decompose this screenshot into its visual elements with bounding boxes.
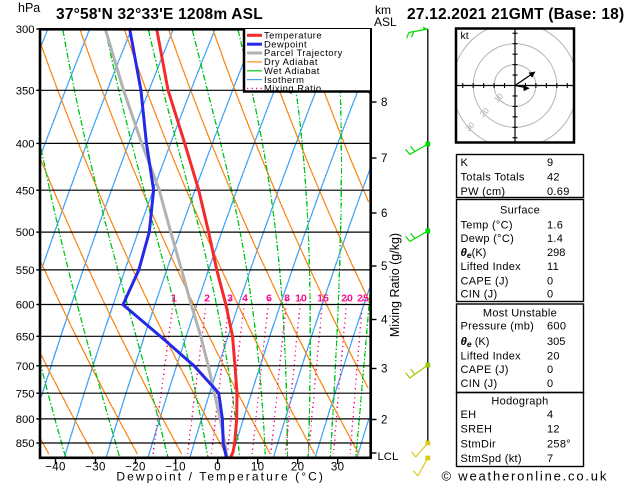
svg-text:6: 6 bbox=[381, 208, 387, 220]
svg-text:−10: −10 bbox=[165, 461, 186, 473]
svg-text:5: 5 bbox=[381, 261, 387, 273]
svg-text:8: 8 bbox=[381, 97, 387, 109]
svg-text:37°58'N 32°33'E 1208m ASL: 37°58'N 32°33'E 1208m ASL bbox=[56, 6, 263, 23]
svg-text:500: 500 bbox=[16, 227, 35, 239]
svg-text:600: 600 bbox=[16, 300, 35, 312]
svg-text:15: 15 bbox=[317, 293, 329, 305]
svg-text:Isotherm: Isotherm bbox=[264, 74, 304, 85]
svg-text:0: 0 bbox=[547, 289, 553, 301]
svg-text:θe(K): θe(K) bbox=[461, 247, 487, 260]
svg-text:8: 8 bbox=[284, 293, 290, 305]
svg-text:27.12.2021 21GMT (Base: 18): 27.12.2021 21GMT (Base: 18) bbox=[407, 6, 624, 23]
svg-text:EH: EH bbox=[461, 409, 477, 421]
svg-text:1: 1 bbox=[171, 293, 177, 305]
svg-text:−30: −30 bbox=[85, 461, 106, 473]
svg-text:© weatheronline.co.uk: © weatheronline.co.uk bbox=[442, 469, 609, 484]
svg-text:850: 850 bbox=[16, 438, 35, 450]
svg-text:Surface: Surface bbox=[500, 205, 540, 217]
svg-text:hPa: hPa bbox=[18, 1, 40, 15]
svg-text:750: 750 bbox=[16, 388, 35, 400]
svg-text:1.4: 1.4 bbox=[547, 233, 563, 245]
svg-text:20: 20 bbox=[291, 461, 305, 473]
svg-text:2: 2 bbox=[204, 293, 210, 305]
svg-text:4: 4 bbox=[242, 293, 248, 305]
svg-text:7: 7 bbox=[547, 453, 553, 465]
svg-text:Wet Adiabat: Wet Adiabat bbox=[264, 65, 320, 76]
svg-text:−40: −40 bbox=[45, 461, 66, 473]
svg-text:650: 650 bbox=[16, 331, 35, 343]
svg-text:42: 42 bbox=[547, 172, 560, 184]
svg-text:0: 0 bbox=[214, 461, 221, 473]
svg-text:300: 300 bbox=[16, 24, 35, 36]
svg-text:LCL: LCL bbox=[378, 451, 399, 463]
svg-text:3: 3 bbox=[381, 364, 387, 376]
svg-text:K: K bbox=[461, 157, 469, 169]
svg-text:258°: 258° bbox=[547, 439, 571, 451]
svg-text:CAPE (J): CAPE (J) bbox=[461, 275, 509, 287]
svg-text:PW (cm): PW (cm) bbox=[461, 186, 506, 198]
svg-text:Totals Totals: Totals Totals bbox=[461, 172, 525, 184]
svg-text:Dewp (°C): Dewp (°C) bbox=[461, 233, 515, 245]
svg-text:0: 0 bbox=[547, 275, 553, 287]
svg-text:CIN (J): CIN (J) bbox=[461, 378, 498, 390]
svg-text:0: 0 bbox=[547, 364, 553, 376]
svg-text:CIN (J): CIN (J) bbox=[461, 289, 498, 301]
svg-text:6: 6 bbox=[266, 293, 272, 305]
svg-text:20: 20 bbox=[341, 293, 353, 305]
svg-text:30: 30 bbox=[331, 461, 345, 473]
svg-text:10: 10 bbox=[295, 293, 307, 305]
svg-text:CAPE (J): CAPE (J) bbox=[461, 364, 509, 376]
svg-text:kt: kt bbox=[461, 30, 469, 42]
svg-text:298: 298 bbox=[547, 247, 565, 259]
svg-text:305: 305 bbox=[547, 336, 565, 348]
svg-text:Lifted Index: Lifted Index bbox=[461, 351, 522, 363]
svg-text:Dewpoint / Temperature (°C): Dewpoint / Temperature (°C) bbox=[116, 470, 325, 484]
svg-text:400: 400 bbox=[16, 139, 35, 151]
svg-text:0.69: 0.69 bbox=[547, 186, 570, 198]
svg-text:2: 2 bbox=[381, 415, 387, 427]
svg-text:Mixing Ratio (g/kg): Mixing Ratio (g/kg) bbox=[388, 233, 402, 337]
svg-text:Dry Adiabat: Dry Adiabat bbox=[264, 56, 318, 67]
svg-text:Lifted Index: Lifted Index bbox=[461, 261, 522, 273]
svg-text:4: 4 bbox=[381, 315, 388, 327]
svg-text:7: 7 bbox=[381, 153, 387, 165]
svg-text:Dewpoint: Dewpoint bbox=[264, 38, 307, 49]
svg-text:StmDir: StmDir bbox=[461, 439, 496, 451]
svg-text:Temperature: Temperature bbox=[264, 30, 322, 41]
svg-text:0: 0 bbox=[547, 378, 553, 390]
svg-text:20: 20 bbox=[547, 351, 560, 363]
svg-text:Hodograph: Hodograph bbox=[491, 396, 548, 408]
svg-text:StmSpd (kt): StmSpd (kt) bbox=[461, 453, 522, 465]
svg-text:Mixing Ratio: Mixing Ratio bbox=[264, 83, 322, 94]
svg-text:9: 9 bbox=[547, 157, 553, 169]
svg-text:550: 550 bbox=[16, 265, 35, 277]
svg-text:Parcel Trajectory: Parcel Trajectory bbox=[264, 47, 343, 58]
svg-text:11: 11 bbox=[547, 261, 559, 273]
svg-text:Temp (°C): Temp (°C) bbox=[461, 220, 513, 232]
svg-text:3: 3 bbox=[227, 293, 233, 305]
svg-text:10: 10 bbox=[251, 461, 265, 473]
svg-text:4: 4 bbox=[547, 409, 553, 421]
svg-text:800: 800 bbox=[16, 414, 35, 426]
svg-text:θe (K): θe (K) bbox=[461, 336, 490, 349]
svg-text:ASL: ASL bbox=[374, 15, 397, 29]
svg-text:12: 12 bbox=[547, 424, 560, 436]
svg-text:350: 350 bbox=[16, 85, 35, 97]
svg-text:25: 25 bbox=[357, 293, 369, 305]
svg-text:Most Unstable: Most Unstable bbox=[483, 308, 557, 320]
svg-text:450: 450 bbox=[16, 185, 35, 197]
svg-text:600: 600 bbox=[547, 321, 566, 333]
svg-text:700: 700 bbox=[16, 361, 35, 373]
svg-text:Pressure (mb): Pressure (mb) bbox=[461, 321, 535, 333]
svg-text:1.6: 1.6 bbox=[547, 220, 563, 232]
svg-text:km: km bbox=[375, 3, 391, 17]
svg-text:−20: −20 bbox=[125, 461, 146, 473]
svg-text:SREH: SREH bbox=[461, 424, 493, 436]
